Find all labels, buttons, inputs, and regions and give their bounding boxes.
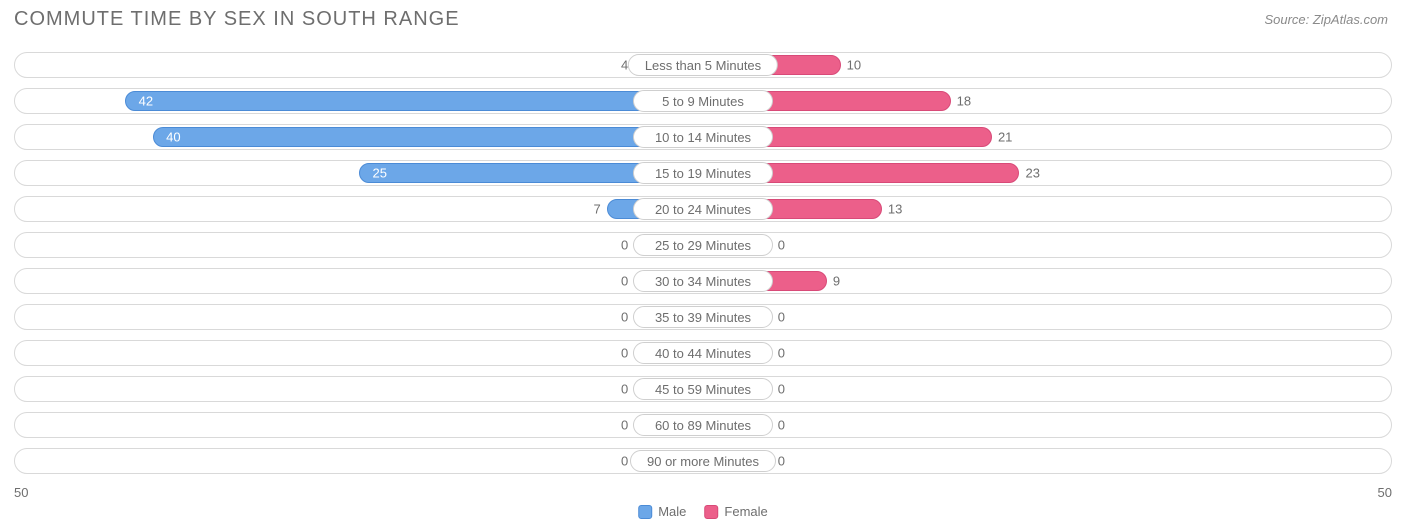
category-label: 60 to 89 Minutes	[633, 414, 773, 436]
female-value-label: 0	[778, 454, 785, 469]
male-value-label: 0	[621, 238, 628, 253]
legend-item-female: Female	[704, 504, 767, 519]
male-value-label: 42	[139, 94, 153, 109]
female-value-label: 0	[778, 346, 785, 361]
category-label: Less than 5 Minutes	[628, 54, 778, 76]
female-value-label: 13	[888, 202, 902, 217]
male-value-label: 0	[621, 346, 628, 361]
male-value-label: 0	[621, 382, 628, 397]
legend-swatch-male	[638, 505, 652, 519]
category-label: 35 to 39 Minutes	[633, 306, 773, 328]
female-value-label: 9	[833, 274, 840, 289]
category-label: 45 to 59 Minutes	[633, 378, 773, 400]
bar-row: 7 13 20 to 24 Minutes	[14, 196, 1392, 222]
bar-row: 40 21 10 to 14 Minutes	[14, 124, 1392, 150]
chart-title: COMMUTE TIME BY SEX IN SOUTH RANGE	[14, 8, 460, 31]
male-bar	[153, 127, 703, 147]
female-value-label: 0	[778, 382, 785, 397]
legend-label-female: Female	[724, 504, 767, 519]
female-value-label: 0	[778, 310, 785, 325]
category-label: 25 to 29 Minutes	[633, 234, 773, 256]
category-label: 10 to 14 Minutes	[633, 126, 773, 148]
category-label: 90 or more Minutes	[630, 450, 776, 472]
male-value-label: 0	[621, 418, 628, 433]
chart-area: 410Less than 5 Minutes42185 to 9 Minutes…	[14, 52, 1392, 483]
bar-row: 0 0 35 to 39 Minutes	[14, 304, 1392, 330]
category-label: 30 to 34 Minutes	[633, 270, 773, 292]
axis-max-left: 50	[14, 485, 28, 500]
female-value-label: 10	[847, 58, 861, 73]
legend: Male Female	[638, 504, 768, 519]
legend-item-male: Male	[638, 504, 686, 519]
axis-max-right: 50	[1378, 485, 1392, 500]
source-attribution: Source: ZipAtlas.com	[1264, 12, 1388, 27]
legend-swatch-female	[704, 505, 718, 519]
bar-row: 0 090 or more Minutes	[14, 448, 1392, 474]
bar-row: 0 9 30 to 34 Minutes	[14, 268, 1392, 294]
bar-row: 410Less than 5 Minutes	[14, 52, 1392, 78]
male-value-label: 40	[166, 130, 180, 145]
category-label: 40 to 44 Minutes	[633, 342, 773, 364]
bar-row: 0 0 40 to 44 Minutes	[14, 340, 1392, 366]
male-value-label: 0	[621, 310, 628, 325]
bar-row: 0 0 25 to 29 Minutes	[14, 232, 1392, 258]
bar-row: 0 0 45 to 59 Minutes	[14, 376, 1392, 402]
female-value-label: 0	[778, 238, 785, 253]
female-value-label: 21	[998, 130, 1012, 145]
bar-row: 0 0 60 to 89 Minutes	[14, 412, 1392, 438]
axis-labels: 50 50	[14, 485, 1392, 501]
bar-row: 42 18 5 to 9 Minutes	[14, 88, 1392, 114]
male-value-label: 0	[621, 274, 628, 289]
category-label: 5 to 9 Minutes	[633, 90, 773, 112]
female-value-label: 0	[778, 418, 785, 433]
bar-row: 25 23 15 to 19 Minutes	[14, 160, 1392, 186]
male-value-label: 0	[621, 454, 628, 469]
male-value-label: 25	[373, 166, 387, 181]
category-label: 15 to 19 Minutes	[633, 162, 773, 184]
female-value-label: 18	[957, 94, 971, 109]
category-label: 20 to 24 Minutes	[633, 198, 773, 220]
legend-label-male: Male	[658, 504, 686, 519]
male-value-label: 7	[593, 202, 600, 217]
female-value-label: 23	[1025, 166, 1039, 181]
male-bar	[125, 91, 703, 111]
